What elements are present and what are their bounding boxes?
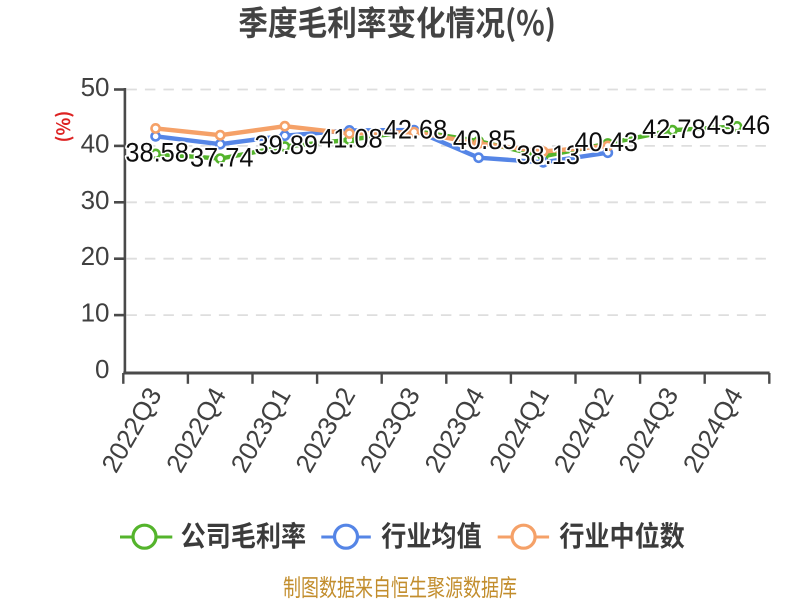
svg-text:42.78: 42.78 bbox=[642, 114, 706, 144]
svg-text:42.68: 42.68 bbox=[384, 114, 448, 144]
svg-text:41.08: 41.08 bbox=[319, 124, 383, 154]
svg-text:37.74: 37.74 bbox=[190, 142, 254, 172]
svg-text:10: 10 bbox=[81, 298, 110, 328]
svg-text:50: 50 bbox=[81, 72, 110, 102]
svg-text:40.85: 40.85 bbox=[453, 125, 517, 155]
svg-text:38.58: 38.58 bbox=[125, 138, 189, 168]
svg-text:43.46: 43.46 bbox=[707, 110, 771, 140]
svg-text:20: 20 bbox=[81, 241, 110, 271]
svg-text:30: 30 bbox=[81, 185, 110, 215]
svg-text:39.89: 39.89 bbox=[255, 130, 319, 160]
svg-text:40.43: 40.43 bbox=[575, 127, 639, 157]
svg-text:38.13: 38.13 bbox=[516, 140, 580, 170]
svg-text:0: 0 bbox=[95, 354, 109, 384]
svg-text:40: 40 bbox=[81, 128, 110, 158]
